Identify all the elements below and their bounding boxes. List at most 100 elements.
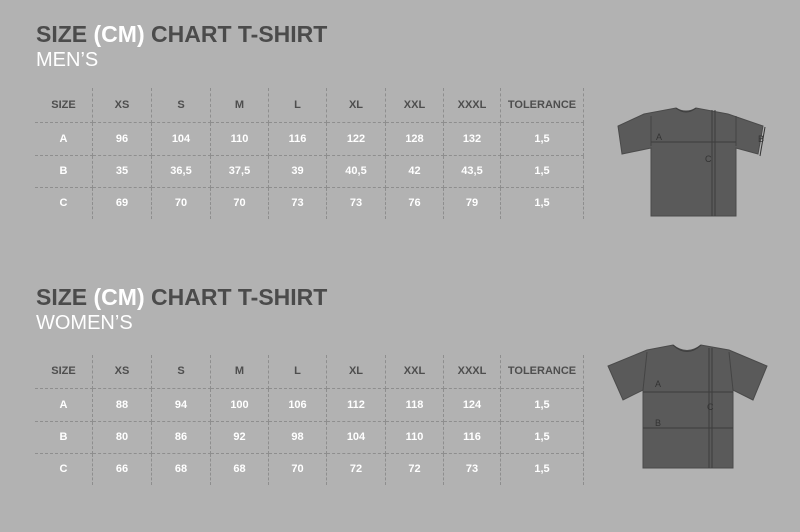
column-header: XXXL — [443, 355, 501, 389]
men-title: SIZE (CM) CHART T-SHIRT — [36, 21, 327, 48]
column-header: L — [268, 355, 327, 389]
table-cell: 1,5 — [500, 186, 584, 219]
table-cell: 1,5 — [500, 452, 584, 485]
label-b: B — [758, 134, 764, 144]
women-title: SIZE (CM) CHART T-SHIRT — [36, 284, 327, 311]
label-c: C — [707, 402, 714, 412]
table-cell: 68 — [210, 452, 269, 485]
table-cell: 66 — [92, 452, 152, 485]
title-unit: (CM) — [93, 284, 145, 310]
column-header: L — [268, 88, 327, 123]
men-size-table: SIZE XS S M L XL XXL XXXL TOLERANCE A 96 104 110 116 1… — [35, 88, 584, 219]
table-cell: 43,5 — [443, 154, 501, 188]
table-cell: 132 — [443, 121, 501, 156]
table-cell: A — [35, 121, 93, 156]
column-header: XS — [92, 88, 152, 123]
title-unit: (CM) — [93, 21, 145, 47]
table-cell: 110 — [385, 420, 444, 454]
table-cell: 39 — [268, 154, 327, 188]
title-size: SIZE — [36, 284, 88, 310]
table-row: B 35 36,5 37,5 39 40,5 42 43,5 1,5 — [35, 154, 584, 188]
label-a: A — [655, 379, 661, 389]
table-cell: 104 — [326, 420, 386, 454]
label-a: A — [656, 132, 662, 142]
table-cell: 76 — [385, 186, 444, 219]
table-cell: A — [35, 387, 93, 422]
table-cell: 122 — [326, 121, 386, 156]
table-cell: 70 — [151, 186, 211, 219]
table-cell: 72 — [326, 452, 386, 485]
column-header: M — [210, 88, 269, 123]
table-cell: 68 — [151, 452, 211, 485]
men-tshirt-diagram: A B C — [617, 107, 766, 217]
table-cell: 36,5 — [151, 154, 211, 188]
column-header: XXL — [385, 355, 444, 389]
table-cell: 118 — [385, 387, 444, 422]
table-cell: 73 — [326, 186, 386, 219]
table-cell: 1,5 — [500, 121, 584, 156]
table-cell: 1,5 — [500, 420, 584, 454]
table-row: A 88 94 100 106 112 118 124 1,5 — [35, 387, 584, 422]
table-cell: 116 — [443, 420, 501, 454]
table-cell: B — [35, 420, 93, 454]
table-row: C 69 70 70 73 73 76 79 1,5 — [35, 186, 584, 219]
table-cell: 72 — [385, 452, 444, 485]
table-cell: 98 — [268, 420, 327, 454]
column-header: M — [210, 355, 269, 389]
column-header: XL — [326, 355, 386, 389]
label-c: C — [705, 154, 712, 164]
women-subtitle: WOMEN’S — [36, 312, 133, 334]
column-header: S — [151, 355, 211, 389]
table-cell: 80 — [92, 420, 152, 454]
table-cell: 35 — [92, 154, 152, 188]
table-row: B 80 86 92 98 104 110 116 1,5 — [35, 420, 584, 454]
table-cell: 73 — [443, 452, 501, 485]
table-cell: 112 — [326, 387, 386, 422]
title-chart: CHART T-SHIRT — [151, 21, 328, 47]
column-header: SIZE — [35, 355, 93, 389]
men-subtitle: MEN’S — [36, 49, 99, 71]
table-cell: 104 — [151, 121, 211, 156]
table-cell: 73 — [268, 186, 327, 219]
title-size: SIZE — [36, 21, 88, 47]
column-header: XS — [92, 355, 152, 389]
table-cell: C — [35, 186, 93, 219]
table-cell: 96 — [92, 121, 152, 156]
table-cell: 1,5 — [500, 154, 584, 188]
column-header: XXL — [385, 88, 444, 123]
table-row: A 96 104 110 116 122 128 132 1,5 — [35, 121, 584, 156]
title-chart: CHART T-SHIRT — [151, 284, 328, 310]
table-cell: 124 — [443, 387, 501, 422]
column-header: SIZE — [35, 88, 93, 123]
table-cell: 88 — [92, 387, 152, 422]
table-cell: 79 — [443, 186, 501, 219]
table-row: C 66 68 68 70 72 72 73 1,5 — [35, 452, 584, 485]
table-cell: B — [35, 154, 93, 188]
table-cell: 106 — [268, 387, 327, 422]
column-header: TOLERANCE — [500, 88, 584, 123]
table-cell: 42 — [385, 154, 444, 188]
table-cell: 1,5 — [500, 387, 584, 422]
table-cell: 110 — [210, 121, 269, 156]
table-cell: 94 — [151, 387, 211, 422]
table-cell: 40,5 — [326, 154, 386, 188]
table-cell: 86 — [151, 420, 211, 454]
column-header: XXXL — [443, 88, 501, 123]
women-tshirt-diagram: A B C — [607, 344, 768, 469]
table-cell: 100 — [210, 387, 269, 422]
table-cell: 92 — [210, 420, 269, 454]
column-header: TOLERANCE — [500, 355, 584, 389]
table-cell: 37,5 — [210, 154, 269, 188]
column-header: XL — [326, 88, 386, 123]
table-cell: 70 — [210, 186, 269, 219]
table-cell: C — [35, 452, 93, 485]
header-row: SIZE XS S M L XL XXL XXXL TOLERANCE — [35, 355, 584, 389]
label-b: B — [655, 418, 661, 428]
table-cell: 70 — [268, 452, 327, 485]
header-row: SIZE XS S M L XL XXL XXXL TOLERANCE — [35, 88, 584, 123]
table-cell: 128 — [385, 121, 444, 156]
table-cell: 116 — [268, 121, 327, 156]
column-header: S — [151, 88, 211, 123]
women-size-table: SIZE XS S M L XL XXL XXXL TOLERANCE A 88 94 100 106 11… — [35, 355, 584, 485]
table-cell: 69 — [92, 186, 152, 219]
